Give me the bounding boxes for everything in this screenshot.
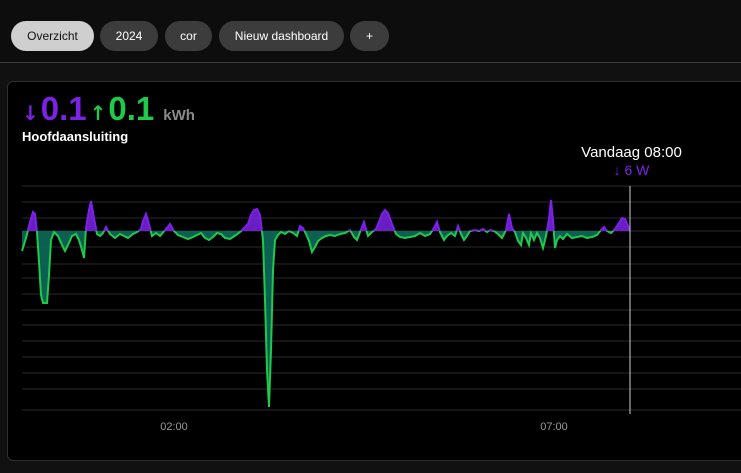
- import-value: 0.1: [40, 90, 87, 127]
- export-value: 0.1: [108, 90, 155, 127]
- import-series-line: [26, 199, 631, 231]
- unit-label: kWh: [163, 107, 195, 124]
- tab-cor[interactable]: cor: [165, 21, 212, 51]
- export-series-line: [21, 231, 630, 408]
- tooltip-time: Vandaag 08:00: [581, 144, 682, 161]
- import-arrow-icon: ↓: [22, 101, 39, 125]
- export-arrow-icon: ↑: [89, 101, 107, 125]
- energy-reading: ↓ 0.1 ↑ 0.1 kWh: [22, 90, 195, 130]
- energy-panel: ↓ 0.1 ↑ 0.1 kWh Hoofdaansluiting Vandaag…: [7, 81, 741, 461]
- x-tick-label: 02:00: [160, 421, 188, 433]
- tab-overzicht[interactable]: Overzicht: [11, 21, 94, 51]
- x-tick-label: 07:00: [540, 421, 568, 433]
- export-area: [22, 231, 630, 407]
- tab-2024[interactable]: 2024: [100, 21, 158, 51]
- add-tab-button[interactable]: +: [350, 21, 389, 51]
- tooltip-value: ↓ 6 W: [613, 162, 650, 178]
- tab-nieuw-dashboard[interactable]: Nieuw dashboard: [219, 21, 344, 51]
- top-bar: Overzicht 2024 cor Nieuw dashboard +: [0, 0, 741, 63]
- connection-label: Hoofdaansluiting: [22, 129, 129, 144]
